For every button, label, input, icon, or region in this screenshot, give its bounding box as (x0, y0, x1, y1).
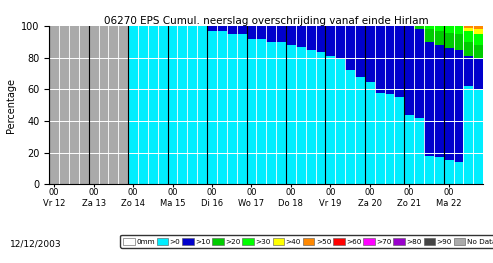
Bar (463, 26, 473, 28)
Bar (414, 26, 424, 29)
Bar (345, 70, 355, 184)
Bar (276, 42, 286, 184)
Bar (266, 42, 276, 184)
Bar (463, 31, 473, 42)
Bar (365, 26, 375, 82)
Bar (454, 26, 463, 34)
Bar (434, 26, 444, 31)
Bar (79, 26, 89, 184)
Bar (394, 97, 404, 184)
Bar (335, 26, 345, 59)
Bar (463, 86, 473, 184)
Bar (404, 115, 414, 184)
Bar (424, 29, 434, 42)
Bar (118, 26, 128, 184)
Bar (463, 42, 473, 56)
Bar (89, 26, 99, 184)
Bar (454, 34, 463, 50)
Bar (316, 52, 325, 184)
Bar (227, 34, 237, 184)
Bar (207, 26, 217, 31)
Bar (473, 26, 483, 29)
Bar (404, 26, 414, 115)
Bar (69, 26, 79, 184)
Bar (237, 26, 246, 34)
Bar (108, 26, 118, 184)
Bar (385, 26, 394, 94)
Bar (355, 77, 365, 184)
Bar (256, 39, 266, 184)
Title: 06270 EPS Cumul. neerslag overschrijding vanaf einde Hirlam: 06270 EPS Cumul. neerslag overschrijding… (104, 16, 428, 26)
Bar (473, 59, 483, 89)
Bar (325, 56, 335, 184)
Bar (385, 94, 394, 184)
Bar (286, 45, 296, 184)
Bar (128, 26, 138, 184)
Bar (256, 26, 266, 39)
Bar (444, 26, 454, 33)
Bar (207, 31, 217, 184)
Bar (424, 42, 434, 156)
Bar (246, 39, 256, 184)
Bar (424, 26, 434, 29)
Bar (246, 26, 256, 39)
Bar (286, 26, 296, 45)
Bar (266, 26, 276, 42)
Bar (345, 26, 355, 70)
Bar (227, 26, 237, 34)
Bar (463, 56, 473, 86)
Bar (276, 26, 286, 42)
Text: 12/12/2003: 12/12/2003 (10, 240, 62, 249)
Bar (237, 34, 246, 184)
Bar (375, 93, 385, 184)
Bar (424, 156, 434, 184)
Bar (444, 160, 454, 184)
Bar (473, 45, 483, 59)
Bar (454, 50, 463, 162)
Bar (177, 26, 187, 184)
Bar (365, 82, 375, 184)
Bar (296, 47, 306, 184)
Bar (444, 33, 454, 48)
Bar (473, 89, 483, 184)
Bar (434, 31, 444, 45)
Bar (158, 26, 168, 184)
Bar (463, 28, 473, 31)
Bar (217, 26, 227, 31)
Bar (148, 26, 158, 184)
Bar (434, 157, 444, 184)
Bar (394, 26, 404, 97)
Bar (473, 34, 483, 45)
Bar (217, 31, 227, 184)
Bar (197, 26, 207, 184)
Bar (335, 59, 345, 184)
Bar (306, 26, 316, 50)
Bar (59, 26, 69, 184)
Bar (306, 50, 316, 184)
Bar (99, 26, 108, 184)
Bar (49, 26, 59, 184)
Bar (316, 26, 325, 52)
Legend: 0mm, >0, >10, >20, >30, >40, >50, >60, >70, >80, >90, No Data: 0mm, >0, >10, >20, >30, >40, >50, >60, >… (120, 235, 493, 248)
Y-axis label: Percentage: Percentage (5, 78, 16, 133)
Bar (168, 26, 177, 184)
Bar (296, 26, 306, 47)
Bar (414, 29, 424, 118)
Bar (375, 26, 385, 93)
Bar (454, 162, 463, 184)
Bar (434, 45, 444, 157)
Bar (414, 118, 424, 184)
Bar (473, 29, 483, 34)
Bar (325, 26, 335, 56)
Bar (187, 26, 197, 184)
Bar (444, 48, 454, 160)
Bar (138, 26, 148, 184)
Bar (355, 26, 365, 77)
